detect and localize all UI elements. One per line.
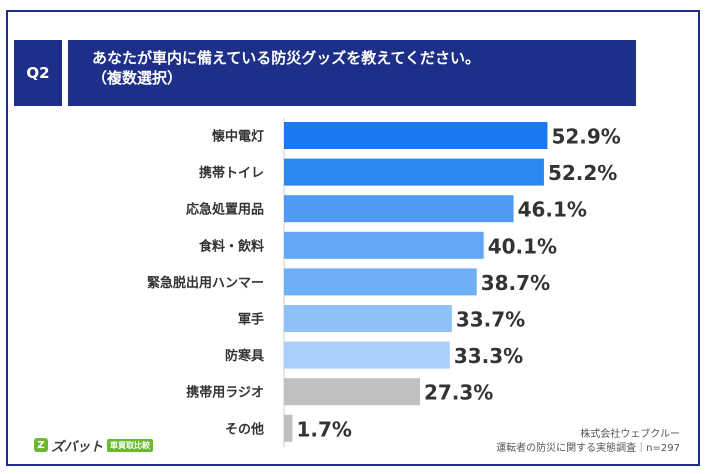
category-label: 懐中電灯 (212, 129, 264, 145)
source-survey: 運転者の防災に関する実態調査｜n=297 (496, 443, 680, 454)
logo-mark: Z (34, 438, 48, 452)
source-company: 株式会社ウェブクルー (580, 429, 680, 440)
value-label: 40.1% (488, 234, 557, 258)
category-label: 応急処置用品 (186, 202, 264, 218)
source-note: 株式会社ウェブクルー 運転者の防災に関する実態調査｜n=297 (496, 428, 680, 456)
question-number-badge: Q2 (14, 40, 62, 106)
bar (284, 231, 484, 259)
question-title-banner: あなたが車内に備えている防災グッズを教えてください。 （複数選択） (68, 40, 636, 106)
bar (284, 305, 452, 332)
logo-tag: 車買取比較 (107, 438, 154, 452)
value-label: 52.9% (551, 125, 620, 149)
question-number: Q2 (26, 64, 50, 82)
bar (284, 158, 544, 186)
value-label: 52.2% (548, 161, 617, 185)
value-label: 1.7% (296, 417, 351, 441)
bar (284, 195, 514, 223)
question-title-line2: （複数選択） (92, 69, 183, 87)
category-label: 軍手 (238, 312, 264, 328)
category-label: 食料・飲料 (199, 238, 264, 254)
bar (284, 341, 450, 369)
category-label: 携帯用ラジオ (186, 385, 264, 401)
value-label: 33.7% (456, 308, 525, 332)
category-label: その他 (225, 421, 264, 437)
zubat-logo: Z ズバット 車買取比較 (34, 436, 154, 455)
question-title-line1: あなたが車内に備えている防災グッズを教えてください。 (92, 49, 481, 67)
bar (284, 378, 420, 406)
value-label: 33.3% (454, 344, 523, 368)
category-label: 防寒具 (225, 348, 264, 364)
logo-name: ズバット (51, 439, 104, 455)
bar (284, 122, 548, 149)
bar (284, 414, 293, 442)
bar (284, 268, 477, 296)
value-label: 38.7% (481, 271, 550, 295)
category-label: 携帯トイレ (199, 165, 264, 181)
category-label: 緊急脱出用ハンマー (147, 275, 264, 291)
value-label: 46.1% (518, 198, 587, 222)
value-label: 27.3% (424, 381, 493, 405)
